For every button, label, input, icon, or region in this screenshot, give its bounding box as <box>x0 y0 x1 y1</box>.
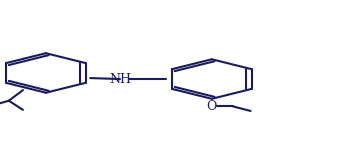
Text: NH: NH <box>109 73 131 86</box>
Text: O: O <box>207 100 217 113</box>
